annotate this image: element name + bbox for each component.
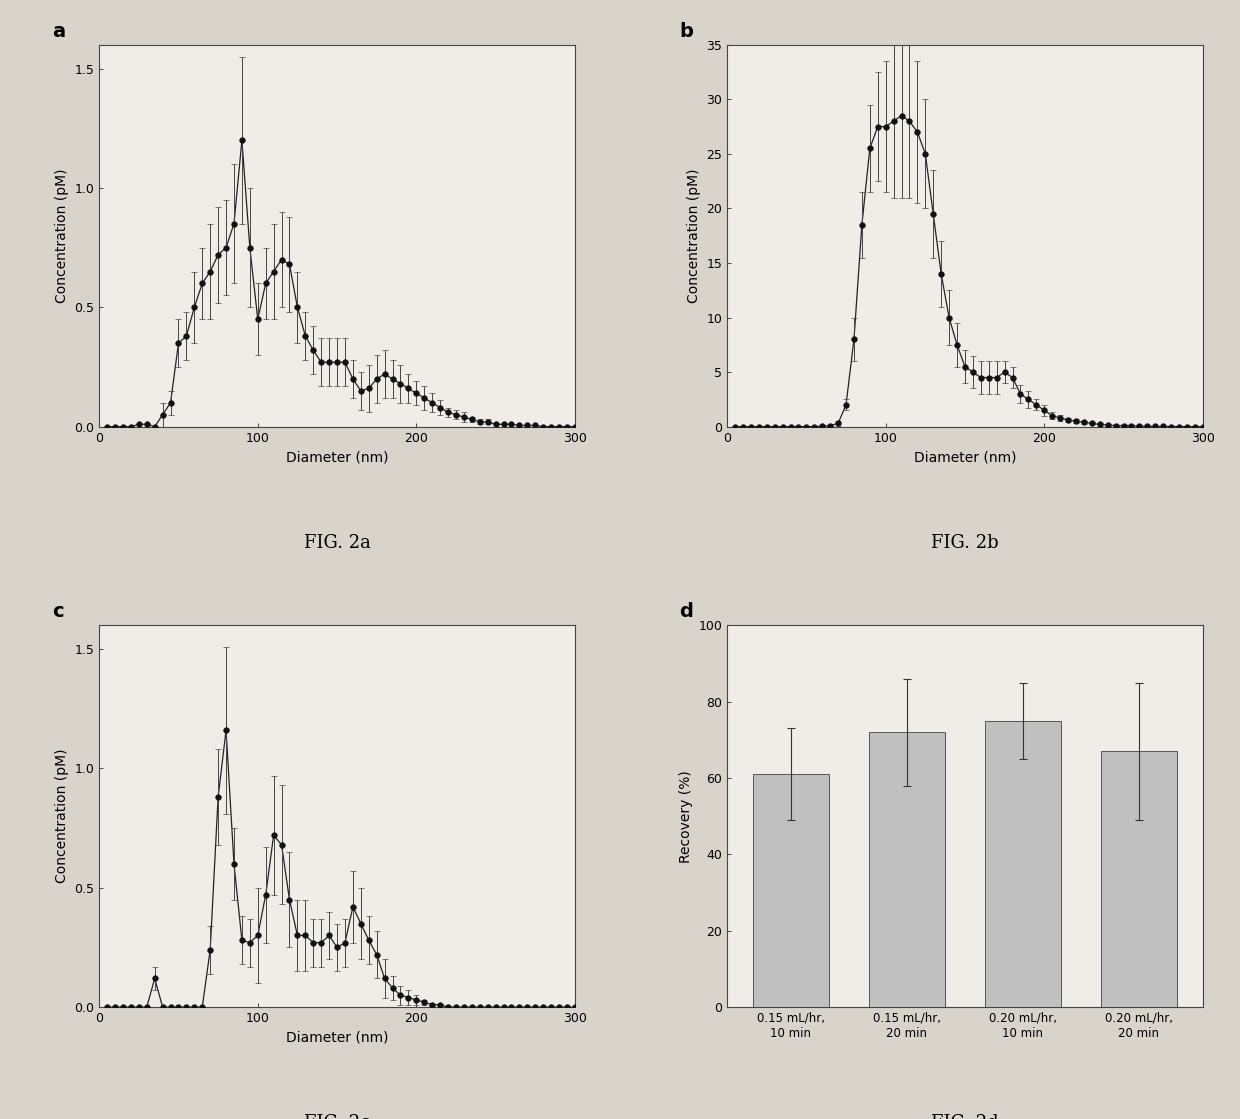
Bar	[753, 774, 828, 1007]
Y-axis label: Recovery (%): Recovery (%)	[678, 770, 693, 863]
Y-axis label: Concentration (pM): Concentration (pM)	[55, 169, 68, 303]
X-axis label: Diameter (nm): Diameter (nm)	[285, 450, 388, 464]
Text: FIG. 2a: FIG. 2a	[304, 534, 371, 552]
Text: d: d	[680, 602, 693, 621]
X-axis label: Diameter (nm): Diameter (nm)	[285, 1031, 388, 1044]
Bar	[869, 732, 945, 1007]
Text: c: c	[52, 602, 63, 621]
X-axis label: Diameter (nm): Diameter (nm)	[914, 450, 1017, 464]
Text: b: b	[680, 22, 693, 41]
Y-axis label: Concentration (pM): Concentration (pM)	[55, 749, 68, 883]
Text: FIG. 2b: FIG. 2b	[931, 534, 998, 552]
Bar	[986, 721, 1060, 1007]
Y-axis label: Concentration (pM): Concentration (pM)	[687, 169, 701, 303]
Text: FIG. 2d: FIG. 2d	[931, 1115, 998, 1119]
Bar	[1101, 751, 1177, 1007]
Text: FIG. 2c: FIG. 2c	[304, 1115, 371, 1119]
Text: a: a	[52, 22, 64, 41]
